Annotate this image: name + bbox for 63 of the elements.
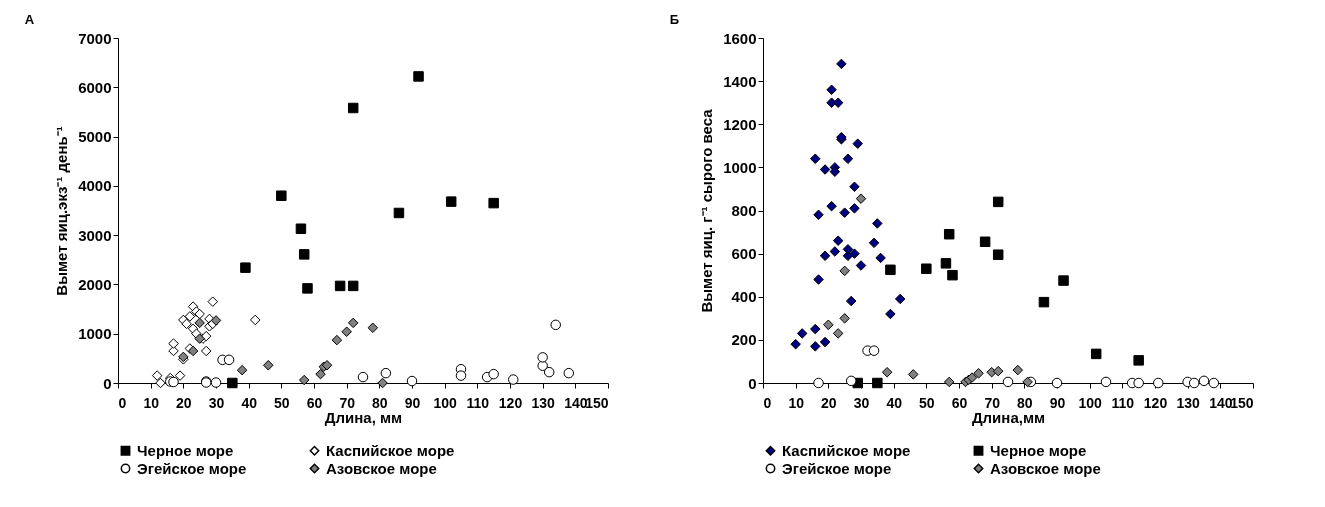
x-tick-label: 120 <box>498 394 523 411</box>
y-tick-label: 1200 <box>723 115 757 133</box>
x-tick-label: 90 <box>404 394 421 411</box>
y-tick-label: 0 <box>103 374 112 392</box>
legend-label: Эгейское море <box>782 459 892 477</box>
x-tick-label: 70 <box>339 394 356 411</box>
y-tick-label: 5000 <box>78 128 112 146</box>
x-tick-label: 10 <box>143 394 160 411</box>
y-tick-label: 4000 <box>78 177 112 195</box>
x-tick-label: 20 <box>176 394 192 411</box>
legend-label: Азовское море <box>990 459 1101 477</box>
legend-label: Эгейское море <box>137 459 247 477</box>
x-tick-label: 60 <box>306 394 323 411</box>
y-tick-label: 600 <box>731 245 757 263</box>
x-tick-label: 150 <box>1230 394 1254 411</box>
y-tick-label: 1000 <box>78 325 112 343</box>
x-tick-label: 50 <box>274 394 290 411</box>
x-tick-label: 110 <box>466 394 490 411</box>
y-axis-title: Вымет яиц. г⁻¹ сырого веса <box>698 108 716 313</box>
x-tick-label: 70 <box>984 394 1001 411</box>
y-axis-title: Вымет яиц.экз⁻¹ день⁻¹ <box>53 126 71 296</box>
x-axis-title: Длина,мм <box>971 408 1046 426</box>
x-tick-label: 110 <box>1111 394 1135 411</box>
x-tick-label: 40 <box>886 394 903 411</box>
y-tick-label: 1600 <box>723 29 757 47</box>
y-tick-label: 1000 <box>723 158 757 176</box>
x-tick-label: 130 <box>531 394 556 411</box>
legend-label: Каспийское море <box>326 441 455 459</box>
y-tick-label: 400 <box>731 288 757 306</box>
x-tick-label: 140 <box>1209 394 1233 411</box>
y-tick-label: 0 <box>748 374 757 392</box>
x-tick-label: 140 <box>564 394 588 411</box>
legend-label: Каспийское море <box>782 441 911 459</box>
y-tick-label: 200 <box>731 331 757 349</box>
y-tick-label: 3000 <box>78 226 112 244</box>
x-tick-label: 80 <box>372 394 388 411</box>
x-tick-label: 100 <box>1078 394 1103 411</box>
x-tick-label: 80 <box>1017 394 1033 411</box>
x-tick-label: 130 <box>1176 394 1201 411</box>
y-tick-label: 7000 <box>78 29 112 47</box>
legend-label: Черное море <box>990 441 1087 459</box>
x-tick-label: 150 <box>585 394 609 411</box>
x-tick-label: 60 <box>951 394 968 411</box>
y-tick-label: 800 <box>731 202 757 219</box>
x-tick-label: 50 <box>919 394 935 411</box>
x-tick-label: 30 <box>853 394 870 411</box>
chart-title: А <box>24 12 35 27</box>
x-tick-label: 0 <box>118 394 127 411</box>
legend-label: Черное море <box>137 441 234 459</box>
legend-label: Азовское море <box>326 459 437 477</box>
x-tick-label: 0 <box>763 394 772 411</box>
y-tick-label: 1400 <box>723 72 757 90</box>
y-tick-label: 2000 <box>78 275 112 293</box>
x-tick-label: 40 <box>241 394 258 411</box>
x-tick-label: 10 <box>788 394 805 411</box>
x-tick-label: 120 <box>1143 394 1168 411</box>
x-tick-label: 100 <box>433 394 458 411</box>
chart-title: Б <box>669 12 679 27</box>
x-tick-label: 90 <box>1049 394 1066 411</box>
x-tick-label: 30 <box>208 394 225 411</box>
x-tick-label: 20 <box>821 394 837 411</box>
x-axis-title: Длина, мм <box>324 408 403 426</box>
y-tick-label: 6000 <box>78 78 112 96</box>
